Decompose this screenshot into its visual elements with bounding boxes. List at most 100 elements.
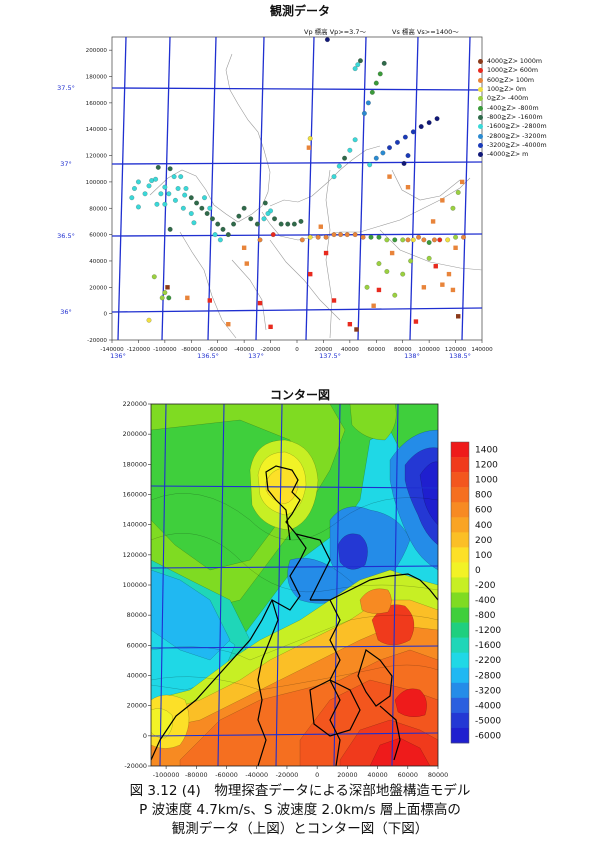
data-point — [416, 234, 421, 240]
data-point — [162, 201, 168, 207]
data-point — [400, 271, 406, 277]
data-point — [142, 191, 148, 197]
colorbar-label: -200 — [475, 581, 496, 591]
bottom-x-tick-label: 20000 — [337, 771, 357, 779]
colorbar-label: 600 — [475, 506, 492, 516]
data-point — [342, 155, 347, 161]
top-coastline-1 — [269, 145, 381, 207]
data-point — [453, 234, 458, 240]
bottom-y-tick-label: 200000 — [123, 430, 147, 438]
top-x-tick-label: 140000 — [471, 347, 493, 353]
data-point — [315, 234, 321, 240]
data-point — [432, 237, 437, 243]
colorbar-label: -5000 — [475, 716, 501, 726]
top-note-vp: Vp 標高 Vp>=3.7～ — [304, 28, 367, 36]
data-point — [450, 287, 456, 293]
data-point — [376, 234, 382, 240]
bottom-y-tick-label: 220000 — [123, 400, 147, 408]
colorbar-label: 800 — [475, 491, 492, 501]
bottom-x-tick-label: -80000 — [185, 771, 208, 779]
data-point — [459, 179, 465, 185]
top-x-tick-label: -80000 — [181, 347, 201, 353]
legend-item: -3200≧Z> -4000m — [478, 141, 547, 150]
data-point — [392, 237, 398, 243]
legend-label: 1000≧Z> 600m — [487, 67, 539, 75]
colorbar-swatch — [451, 472, 469, 488]
data-point — [244, 261, 249, 266]
data-point — [136, 204, 141, 210]
data-point — [352, 137, 358, 143]
data-point — [376, 261, 382, 266]
data-point — [194, 200, 199, 206]
data-point — [166, 295, 172, 301]
bottom-x-tick-label: -20000 — [276, 771, 299, 779]
top-meridian-5 — [357, 36, 367, 341]
contour-band-26 — [151, 708, 173, 739]
data-point — [159, 295, 165, 301]
legend-swatch — [478, 133, 483, 139]
top-coastline-4 — [325, 169, 333, 339]
colorbar-swatch — [451, 622, 469, 638]
data-point — [440, 198, 445, 203]
colorbar-label: -2800 — [475, 671, 501, 681]
data-point — [371, 303, 376, 308]
bottom-parallel-0 — [151, 732, 438, 737]
bottom-meridian-0 — [159, 404, 167, 766]
top-x-tick-label: 80000 — [394, 347, 412, 353]
bottom-x-tick-label: -100000 — [153, 771, 180, 779]
data-point — [421, 237, 427, 243]
boundary-line-1 — [295, 533, 331, 601]
legend-label: -800≧Z> -1600m — [487, 113, 543, 121]
top-meridian-4 — [305, 36, 315, 341]
data-point — [257, 237, 263, 243]
data-point — [270, 232, 276, 238]
top-x-tick-label: 20000 — [315, 347, 333, 353]
bottom-y-tick-label: 180000 — [123, 460, 147, 468]
data-point — [364, 284, 370, 290]
data-point — [338, 232, 344, 238]
top-parallel-3 — [111, 87, 483, 91]
data-point — [418, 124, 424, 129]
top-lon-label: 137.5° — [319, 352, 341, 360]
top-geo-gridlines — [111, 36, 483, 341]
colorbar-swatch — [451, 607, 469, 623]
data-point — [433, 264, 438, 269]
legend-item: -400≧Z> -800m — [478, 103, 547, 112]
data-point — [354, 327, 359, 332]
data-point — [162, 290, 168, 295]
data-point — [199, 205, 205, 211]
data-point — [236, 213, 242, 219]
colorbar-label: -800 — [475, 611, 496, 621]
data-point — [446, 271, 452, 277]
top-lat-label: 36° — [60, 308, 72, 316]
data-point — [268, 324, 273, 330]
data-point — [188, 195, 194, 201]
data-point — [455, 190, 461, 195]
colorbar-label: 400 — [475, 521, 492, 531]
data-point — [355, 62, 361, 68]
colorbar-label: -1600 — [475, 641, 501, 651]
top-y-tick-label: 200000 — [86, 48, 108, 54]
caption-line-1: 図 3.12 (4) 物理探査データによる深部地盤構造モデル — [129, 783, 471, 799]
data-point — [405, 153, 411, 158]
data-point — [225, 232, 231, 238]
data-point — [248, 216, 254, 222]
data-point — [167, 226, 173, 232]
data-point — [405, 237, 411, 243]
data-point — [430, 219, 436, 224]
colorbar-label: -2200 — [475, 656, 501, 666]
top-x-tick-label: -140000 — [100, 347, 124, 353]
data-point — [215, 221, 221, 227]
top-coastline-6 — [379, 229, 483, 271]
top-coastline-8 — [391, 169, 461, 201]
top-coastline-2 — [261, 177, 471, 241]
data-point — [369, 89, 375, 95]
data-point — [402, 134, 408, 140]
data-point — [191, 220, 197, 226]
contour-band-12 — [419, 461, 438, 526]
data-point — [220, 226, 226, 232]
data-point — [188, 211, 194, 216]
contour-band-7 — [265, 467, 299, 505]
data-point — [352, 66, 358, 72]
top-lat-label: 36.5° — [57, 232, 75, 240]
